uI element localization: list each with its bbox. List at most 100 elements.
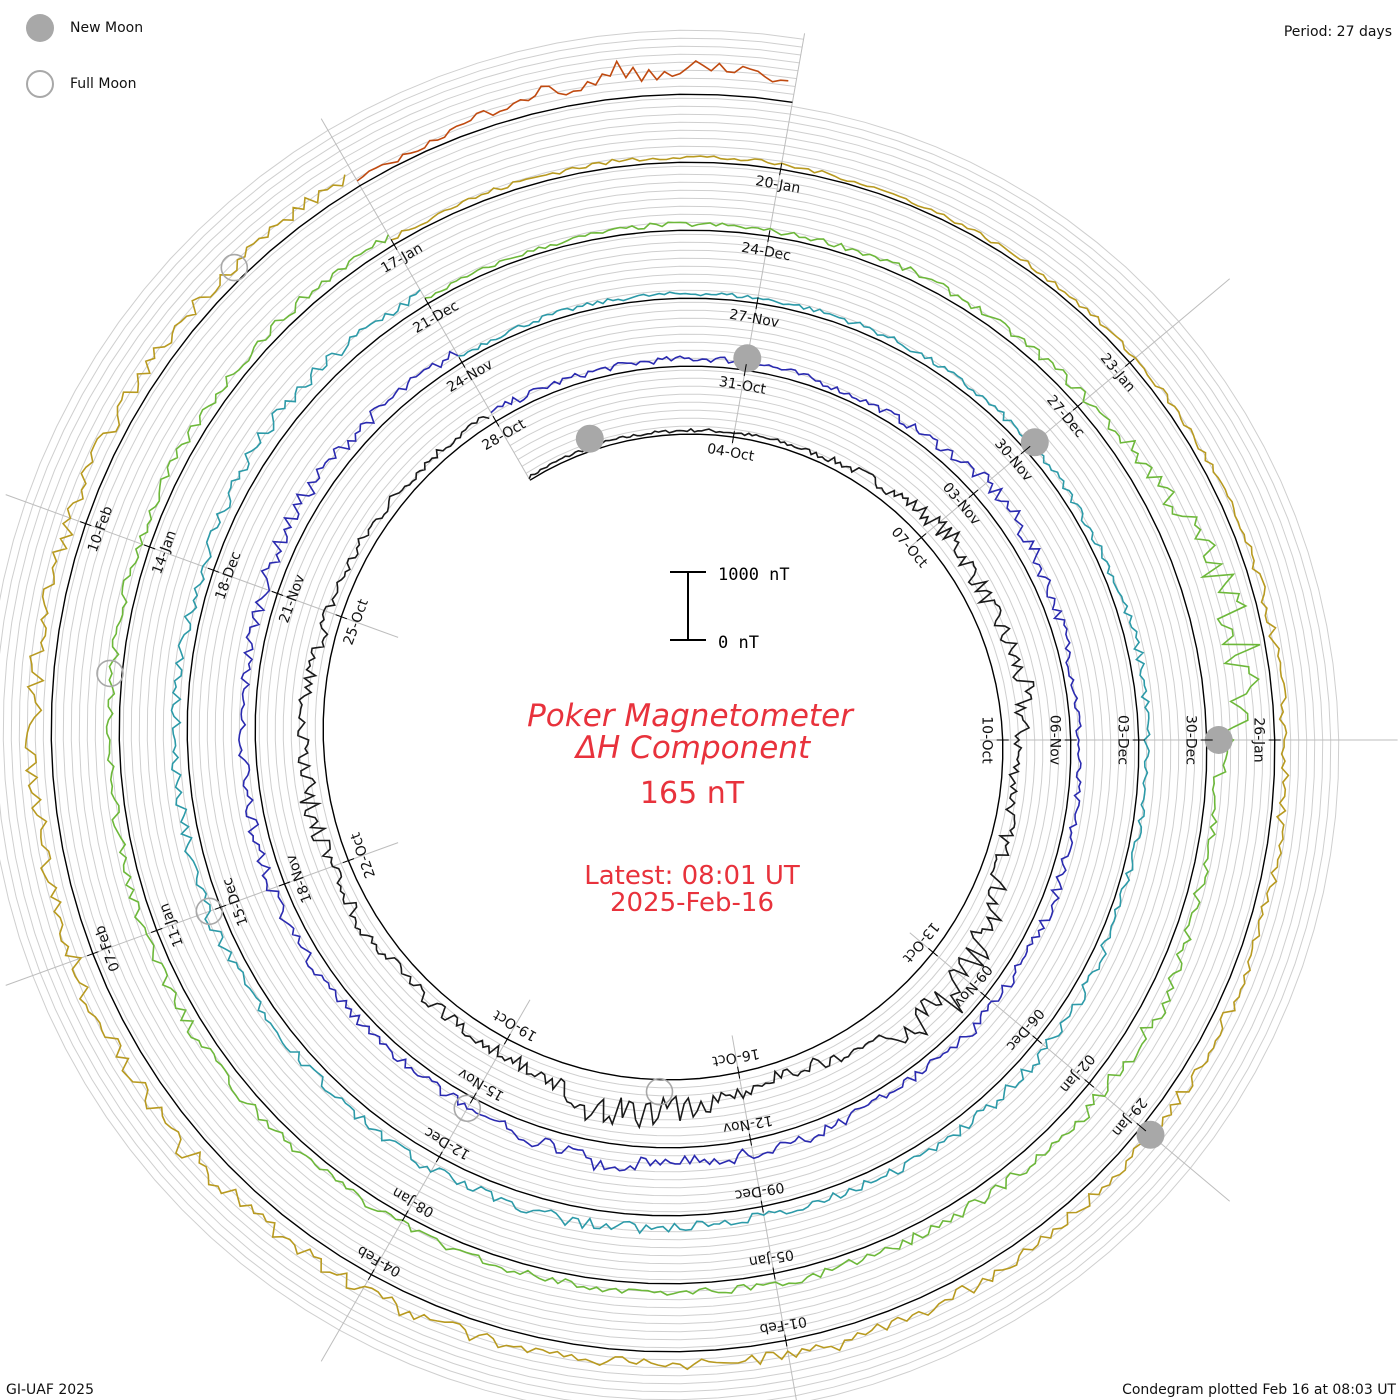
full-moon-marker bbox=[220, 253, 249, 282]
full-moon-icon bbox=[26, 70, 54, 98]
date-tick bbox=[760, 1200, 764, 1213]
date-tick bbox=[87, 951, 99, 957]
date-tick bbox=[458, 356, 466, 368]
date-tick bbox=[335, 614, 348, 620]
footer-credit: GI-UAF 2025 bbox=[6, 1382, 94, 1398]
current-value: 165 nT bbox=[640, 776, 745, 811]
moon-markers bbox=[96, 253, 1233, 1149]
date-label: 21-Nov bbox=[276, 573, 308, 626]
date-tick bbox=[79, 521, 92, 527]
trace-period-6 bbox=[356, 59, 789, 182]
date-tick bbox=[1136, 1122, 1147, 1132]
legend-full-moon-label: Full Moon bbox=[70, 76, 137, 92]
date-tick bbox=[342, 858, 355, 864]
latest-time: Latest: 08:01 UT bbox=[584, 861, 800, 891]
chart-title: Poker Magnetometer bbox=[527, 698, 855, 734]
date-tick bbox=[390, 239, 398, 251]
legend-new-moon: New Moon bbox=[26, 14, 143, 42]
date-label: 03-Dec bbox=[1115, 715, 1131, 765]
date-label: 07-Oct bbox=[888, 524, 931, 571]
title-block: Poker Magnetometer ΔH Component 165 nT L… bbox=[527, 698, 855, 918]
date-label: 06-Nov bbox=[1047, 715, 1063, 765]
date-tick bbox=[367, 1269, 375, 1281]
new-moon-marker bbox=[1204, 726, 1233, 754]
date-tick bbox=[743, 364, 747, 377]
date-label: 18-Nov bbox=[283, 852, 315, 905]
date-tick bbox=[401, 1210, 409, 1222]
legend-full-moon: Full Moon bbox=[26, 70, 136, 98]
new-moon-marker bbox=[733, 344, 762, 373]
date-label: 16-Oct bbox=[711, 1045, 761, 1069]
date-tick bbox=[278, 881, 291, 887]
magnetometer-traces bbox=[24, 59, 1290, 1371]
new-moon-marker bbox=[1020, 428, 1049, 457]
date-tick bbox=[214, 904, 227, 910]
scale-bar: 1000 nT 0 nT bbox=[670, 565, 790, 653]
latest-date: 2025-Feb-16 bbox=[610, 888, 774, 918]
date-label: 22-Oct bbox=[348, 830, 379, 881]
date-label: 07-Feb bbox=[92, 923, 123, 973]
date-tick bbox=[784, 1334, 788, 1347]
date-tick bbox=[916, 533, 927, 542]
date-tick bbox=[748, 1133, 752, 1146]
date-tick bbox=[271, 590, 284, 596]
trace-period-3 bbox=[170, 289, 1151, 1235]
date-tick bbox=[435, 1151, 443, 1163]
period-label: Period: 27 days bbox=[1283, 24, 1392, 40]
date-tick bbox=[424, 298, 432, 309]
grid-spoke bbox=[909, 278, 1231, 548]
trace-period-5 bbox=[24, 155, 1290, 1371]
date-tick bbox=[968, 489, 979, 498]
date-tick bbox=[143, 544, 156, 550]
date-tick bbox=[731, 431, 735, 444]
full-moon-marker bbox=[96, 659, 124, 688]
date-tick bbox=[737, 1066, 741, 1079]
date-label: 19-Oct bbox=[490, 1006, 540, 1044]
trace-period-4 bbox=[105, 221, 1261, 1296]
date-label: 20-Jan bbox=[754, 173, 801, 197]
legend-new-moon-label: New Moon bbox=[70, 20, 144, 36]
date-tick bbox=[1020, 445, 1031, 455]
date-label: 23-Jan bbox=[1097, 350, 1138, 395]
footer-timestamp: Condegram plotted Feb 16 at 08:03 UT bbox=[1122, 1382, 1396, 1398]
date-label: 31-Oct bbox=[718, 374, 768, 398]
grid-spoke bbox=[909, 932, 1231, 1202]
date-label: 15-Dec bbox=[220, 875, 252, 927]
trace-period-1 bbox=[297, 415, 1035, 1130]
date-tick bbox=[1084, 1079, 1095, 1088]
date-tick bbox=[207, 567, 220, 573]
date-label: 08-Jan bbox=[390, 1184, 437, 1220]
date-label: 17-Jan bbox=[378, 240, 425, 276]
date-tick bbox=[1124, 358, 1135, 367]
new-moon-marker bbox=[1136, 1120, 1165, 1149]
new-moon-icon bbox=[26, 14, 54, 42]
trace-period-2 bbox=[237, 350, 1082, 1172]
date-label: 30-Dec bbox=[1183, 715, 1199, 765]
full-moon-marker bbox=[453, 1094, 482, 1123]
scale-bar-bottom-label: 0 nT bbox=[718, 633, 759, 653]
date-tick bbox=[755, 297, 759, 310]
date-label: 13-Oct bbox=[899, 919, 942, 966]
date-tick bbox=[469, 1092, 477, 1104]
date-tick bbox=[1032, 1035, 1043, 1044]
date-tick bbox=[503, 1033, 511, 1045]
grid-spoke bbox=[731, 1035, 797, 1400]
date-tick bbox=[150, 927, 163, 933]
date-tick bbox=[980, 991, 991, 1001]
new-moon-marker bbox=[575, 424, 604, 453]
date-tick bbox=[928, 948, 938, 957]
grid-spoke bbox=[320, 999, 531, 1362]
chart-subtitle: ΔH Component bbox=[574, 730, 812, 766]
full-moon-marker bbox=[195, 897, 224, 926]
date-tick bbox=[1072, 402, 1083, 411]
date-tick bbox=[767, 230, 771, 243]
date-label: 10-Oct bbox=[979, 716, 995, 764]
full-moon-marker bbox=[645, 1077, 674, 1106]
date-label: 26-Jan bbox=[1251, 717, 1267, 762]
date-label: 04-Oct bbox=[706, 441, 756, 465]
date-tick bbox=[772, 1267, 776, 1280]
date-tick bbox=[492, 415, 500, 427]
date-label: 05-Jan bbox=[748, 1246, 795, 1270]
